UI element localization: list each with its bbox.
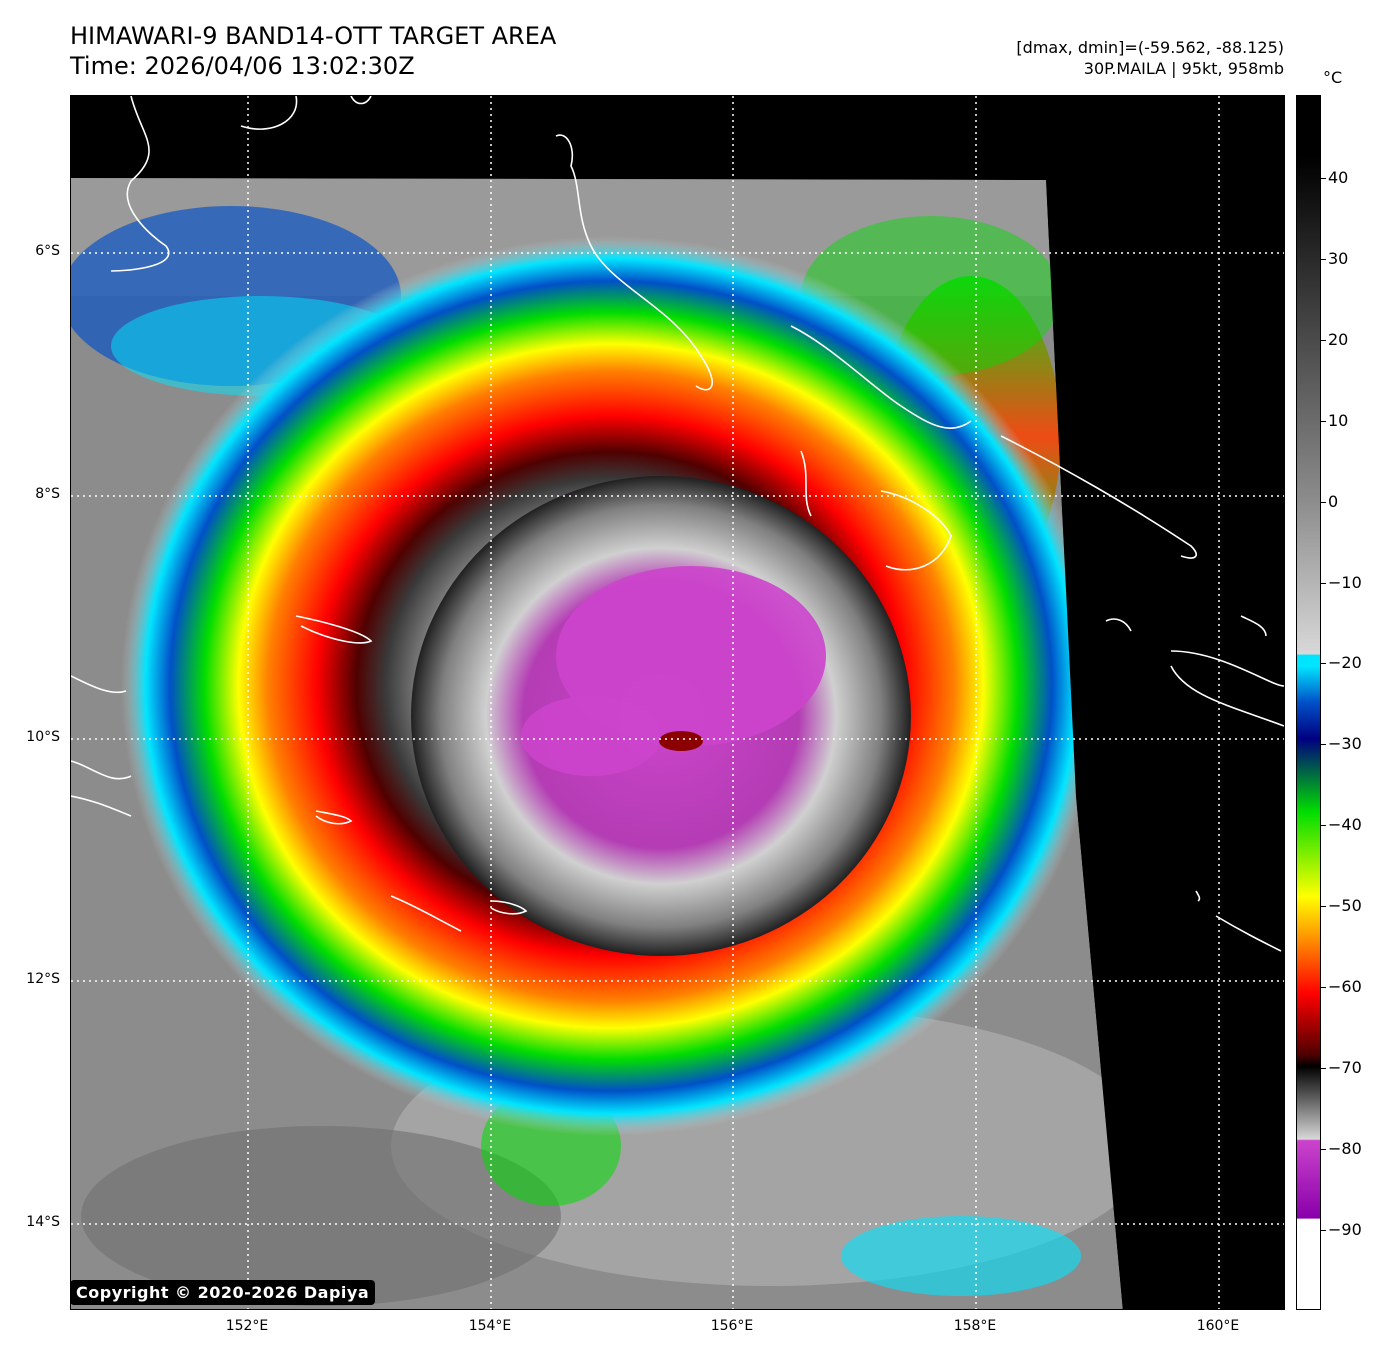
colorbar-tick-label: 0 <box>1328 491 1339 511</box>
colorbar-tick <box>1321 1229 1326 1231</box>
data-range-readout: [dmax, dmin]=(-59.562, -88.125) <box>1016 38 1284 57</box>
colorbar-tick <box>1321 582 1326 584</box>
lat-label-6s: 6°S <box>35 243 60 259</box>
colorbar-tick <box>1321 663 1326 665</box>
colorbar-unit: °C <box>1323 68 1343 87</box>
graticule <box>71 96 1284 1309</box>
no-data-top <box>71 96 1284 178</box>
colorbar-tick <box>1321 744 1326 746</box>
storm-info: 30P.MAILA | 95kt, 958mb <box>1083 59 1284 78</box>
colorbar-tick <box>1321 420 1326 422</box>
coastlines <box>71 96 1284 952</box>
colorbar-tick-label: 30 <box>1328 248 1349 268</box>
lon-label-156e: 156°E <box>710 1318 754 1334</box>
map-timestamp: Time: 2026/04/06 13:02:30Z <box>70 52 415 80</box>
lat-label-12s: 12°S <box>26 971 60 987</box>
colorbar-tick-label: −30 <box>1328 734 1362 754</box>
map-title: HIMAWARI-9 BAND14-OTT TARGET AREA <box>70 22 557 50</box>
colorbar <box>1296 95 1321 1310</box>
colorbar-tick-label: −50 <box>1328 896 1362 916</box>
colorbar-tick-label: 40 <box>1328 168 1349 187</box>
colorbar-tick <box>1321 1067 1326 1069</box>
colorbar-tick-label: −40 <box>1328 815 1362 835</box>
colorbar-tick <box>1321 339 1326 341</box>
colorbar-tick <box>1321 1148 1326 1150</box>
colorbar-tick <box>1321 987 1326 988</box>
colorbar-tick-label: −10 <box>1328 572 1362 592</box>
lon-label-158e: 158°E <box>953 1318 997 1334</box>
colorbar-tick-label: 20 <box>1328 329 1349 349</box>
satellite-map <box>70 95 1285 1310</box>
colorbar-tick-label: −20 <box>1328 653 1362 673</box>
colorbar-tick <box>1321 178 1326 179</box>
satellite-image <box>71 96 1284 1309</box>
colorbar-tick <box>1321 501 1326 503</box>
lat-label-8s: 8°S <box>35 486 60 502</box>
colorbar-tick <box>1321 258 1326 260</box>
no-data-east <box>1046 178 1284 1309</box>
colorbar-tick-label: −60 <box>1328 977 1362 996</box>
lon-label-154e: 154°E <box>468 1318 512 1334</box>
colorbar-tick-label: −70 <box>1328 1057 1362 1077</box>
lon-label-152e: 152°E <box>225 1318 269 1334</box>
lat-label-10s: 10°S <box>26 729 60 745</box>
lon-label-160e: 160°E <box>1196 1318 1240 1334</box>
lat-label-14s: 14°S <box>26 1214 60 1230</box>
colorbar-tick <box>1321 906 1326 908</box>
copyright-notice: Copyright © 2020-2026 Dapiya <box>70 1280 376 1305</box>
colorbar-tick <box>1321 825 1326 827</box>
colorbar-tick-label: 10 <box>1328 410 1349 430</box>
colorbar-tick-label: −90 <box>1328 1219 1362 1239</box>
colorbar-tick-label: −80 <box>1328 1138 1362 1158</box>
